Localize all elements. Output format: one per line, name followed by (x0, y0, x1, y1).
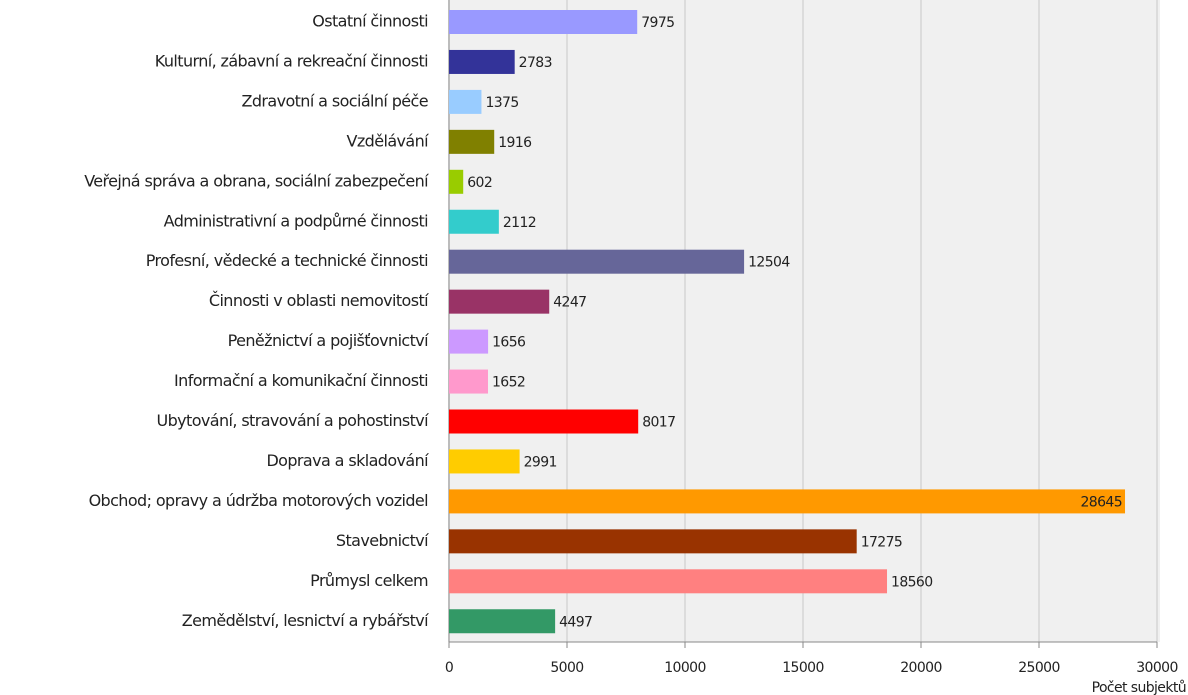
bar (449, 249, 745, 274)
value-label: 2991 (524, 454, 557, 470)
value-label: 28645 (1080, 494, 1122, 510)
value-label: 18560 (891, 574, 933, 590)
bar (449, 449, 520, 474)
value-label: 2783 (519, 55, 552, 71)
x-tick-label: 30000 (1136, 660, 1178, 676)
bar (449, 529, 857, 554)
y-tick-label: Doprava a skladování (266, 451, 429, 470)
y-tick-label: Vzdělávání (347, 131, 430, 150)
value-label: 1656 (492, 335, 526, 351)
value-label: 602 (467, 175, 492, 191)
y-tick-label: Ubytování, stravování a pohostinství (156, 411, 429, 430)
bar (449, 129, 495, 154)
value-label: 4247 (553, 295, 586, 311)
y-tick-label: Zemědělství, lesnictví a rybářství (182, 611, 429, 630)
bar (449, 10, 638, 34)
y-tick-label: Průmysl celkem (310, 571, 428, 590)
y-tick-label: Obchod; opravy a údržba motorových vozid… (89, 491, 428, 510)
bar (449, 489, 1126, 514)
y-tick-label: Veřejná správa a obrana, sociální zabezp… (84, 171, 429, 190)
y-tick-label: Stavebnictví (336, 531, 429, 550)
y-tick-label: Profesní, vědecké a technické činnosti (146, 251, 428, 270)
bar (449, 609, 556, 634)
x-tick-label: 25000 (1018, 660, 1060, 676)
y-tick-label: Činnosti v oblasti nemovitostí (209, 291, 429, 310)
value-label: 12504 (748, 255, 790, 271)
bar (449, 169, 464, 194)
bar (449, 329, 489, 354)
y-tick-label: Informační a komunikační činnosti (174, 371, 428, 390)
x-tick-label: 20000 (900, 660, 942, 676)
x-tick-label: 15000 (782, 660, 824, 676)
bar (449, 569, 888, 594)
x-tick-label: 0 (445, 660, 453, 676)
value-label: 1375 (485, 95, 518, 111)
value-label: 8017 (642, 415, 675, 431)
value-label: 1916 (498, 135, 532, 151)
value-label: 1652 (492, 375, 525, 391)
bar (449, 89, 482, 114)
y-tick-label: Peněžnictví a pojišťovnictví (228, 331, 429, 350)
y-tick-label: Ostatní činnosti (312, 12, 428, 31)
bar (449, 209, 499, 234)
y-tick-label: Kulturní, zábavní a rekreační činnosti (155, 51, 428, 70)
bar (449, 409, 639, 434)
y-tick-label: Zdravotní a sociální péče (241, 91, 428, 110)
value-label: 17275 (861, 534, 903, 550)
x-axis-label: Počet subjektů (1092, 680, 1186, 695)
bar (449, 369, 488, 394)
x-tick-label: 5000 (550, 660, 583, 676)
value-label: 4497 (559, 614, 592, 630)
bar (449, 289, 550, 314)
value-label: 7975 (641, 15, 674, 31)
bar (449, 49, 515, 74)
x-tick-label: 10000 (664, 660, 706, 676)
value-label: 2112 (503, 215, 536, 231)
y-tick-label: Administrativní a podpůrné činnosti (164, 211, 428, 230)
